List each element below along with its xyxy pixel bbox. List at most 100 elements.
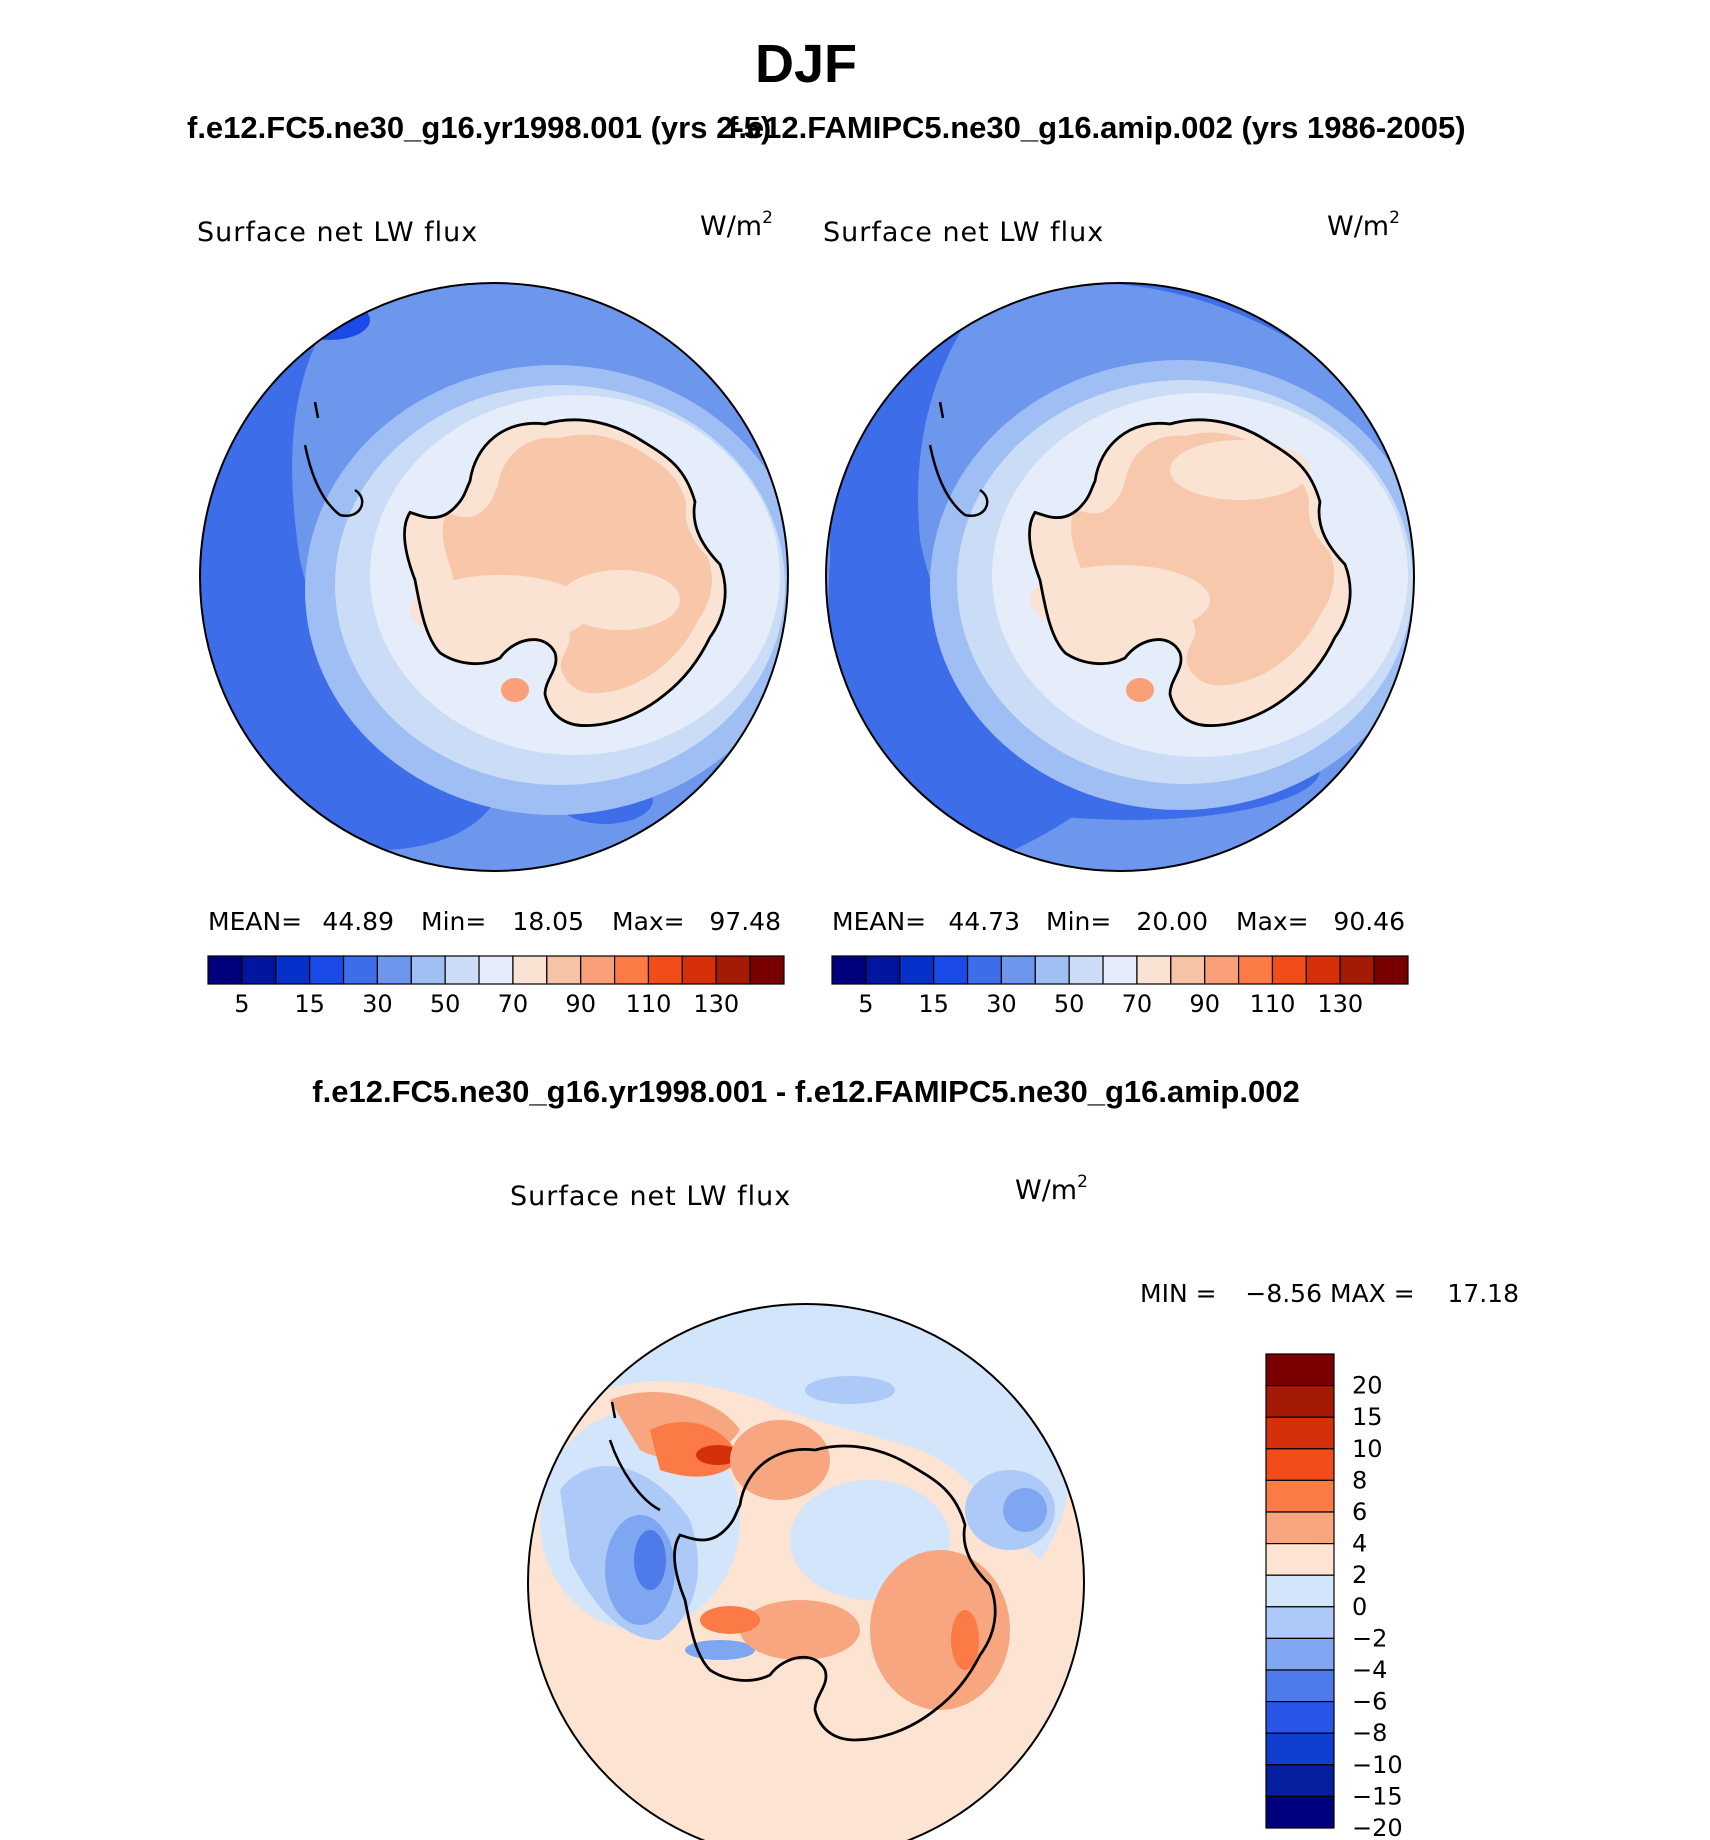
left-min-value: 18.05 — [512, 907, 584, 936]
right-colorbar-box — [1102, 955, 1138, 985]
right-colorbar-box — [1373, 955, 1409, 985]
diff-units-label: W/m2 — [1015, 1172, 1088, 1206]
left-interior-light-patch — [410, 575, 590, 645]
diff-colorbar-tick-label: −4 — [1352, 1656, 1387, 1684]
right-colorbar-labels: 5 15 30 50 70 90 110 130 — [858, 990, 1363, 1018]
right-colorbar-box — [1305, 955, 1341, 985]
left-colorbar — [207, 955, 785, 985]
diff-colorbar-box — [1265, 1353, 1335, 1387]
right-island — [938, 401, 945, 419]
left-colorbar-box — [410, 955, 446, 985]
right-colorbar-tick-label: 50 — [1054, 990, 1085, 1018]
right-colorbar-box — [865, 955, 901, 985]
left-peninsula — [303, 444, 364, 518]
left-colorbar-tick-label: 110 — [626, 990, 672, 1018]
diff-colorbar-box — [1265, 1479, 1335, 1513]
difference-title: f.e12.FC5.ne30_g16.yr1998.001 - f.e12.FA… — [312, 1074, 1299, 1109]
right-ocean-low-region — [828, 290, 1110, 870]
diff-colorbar-box — [1265, 1448, 1335, 1482]
left-colorbar-tick-label: 90 — [565, 990, 596, 1018]
diff-colorbar-box — [1265, 1637, 1335, 1671]
diff-colorbar-box — [1265, 1764, 1335, 1798]
right-colorbar-box — [1204, 955, 1240, 985]
left-max-value: 97.48 — [709, 907, 781, 936]
diff-strong-negative-region — [685, 1640, 755, 1660]
right-interior-light-patch — [1030, 565, 1210, 635]
right-colorbar-box — [899, 955, 935, 985]
left-colorbar-box — [647, 955, 683, 985]
left-colorbar-box — [580, 955, 616, 985]
diff-colorbar-tick-label: 2 — [1352, 1561, 1367, 1589]
left-panel: Surface net LW flux W/m2 — [197, 208, 789, 1018]
diff-colorbar-tick-label: −8 — [1352, 1719, 1387, 1747]
diff-positive-region — [870, 1550, 1010, 1710]
right-mean-label: MEAN= — [832, 907, 926, 936]
left-variable-label: Surface net LW flux — [197, 217, 478, 248]
right-colorbar-box — [1000, 955, 1036, 985]
diff-moderate-negative-region — [805, 1376, 895, 1404]
left-colorbar-box — [207, 955, 243, 985]
right-colorbar-box — [1237, 955, 1274, 985]
left-map-border — [199, 282, 789, 872]
left-mean-label: MEAN= — [208, 907, 302, 936]
right-max-label: Max= — [1236, 907, 1309, 936]
diff-colorbar-tick-label: 10 — [1352, 1435, 1383, 1463]
right-interior-light-patch — [1170, 440, 1310, 500]
diff-colorbar-tick-label: −20 — [1352, 1814, 1403, 1840]
left-colorbar-box — [275, 955, 311, 985]
right-colorbar-tick-label: 70 — [1122, 990, 1153, 1018]
diff-peninsula — [608, 1439, 661, 1512]
diff-colorbar-tick-label: 0 — [1352, 1593, 1367, 1621]
figure-title: DJF — [755, 34, 857, 94]
diff-colorbar — [1265, 1353, 1335, 1829]
left-colorbar-box — [309, 955, 345, 985]
left-colorbar-tick-label: 130 — [693, 990, 739, 1018]
diff-colorbar-box — [1265, 1574, 1335, 1608]
diff-positive-region — [740, 1600, 860, 1660]
diff-colorbar-tick-label: 8 — [1352, 1466, 1367, 1494]
right-polar-map — [826, 283, 1414, 871]
diff-colorbar-tick-label: 15 — [1352, 1403, 1383, 1431]
left-colorbar-tick-label: 70 — [498, 990, 529, 1018]
right-colorbar-box — [933, 955, 969, 985]
left-colorbar-box — [613, 955, 650, 985]
left-colorbar-tick-label: 15 — [294, 990, 325, 1018]
right-colorbar-tick-label: 5 — [858, 990, 873, 1018]
right-stats: MEAN= 44.73 Min= 20.00 Max= 90.46 — [832, 907, 1405, 936]
diff-negative-region — [540, 1304, 1071, 1560]
right-peninsula — [928, 444, 989, 518]
diff-colorbar-box — [1265, 1700, 1335, 1734]
left-colorbar-tick-label: 30 — [362, 990, 393, 1018]
diff-min-value: −8.56 — [1245, 1279, 1322, 1308]
left-colorbar-tick-label: 5 — [234, 990, 249, 1018]
diff-island — [610, 1401, 617, 1419]
right-colorbar-tick-label: 110 — [1250, 990, 1296, 1018]
left-polar-map — [200, 283, 788, 871]
diff-colorbar-tick-label: −15 — [1352, 1782, 1403, 1810]
diff-max-positive-region — [696, 1445, 740, 1465]
right-variable-label: Surface net LW flux — [823, 217, 1104, 248]
diff-colorbar-box — [1265, 1732, 1335, 1766]
left-stats: MEAN= 44.89 Min= 18.05 Max= 97.48 — [208, 907, 781, 936]
right-map-border — [825, 282, 1415, 872]
left-colorbar-labels: 5 15 30 50 70 90 110 130 — [234, 990, 739, 1018]
diff-min-label: MIN = — [1140, 1279, 1217, 1308]
diff-colorbar-tick-label: 4 — [1352, 1530, 1367, 1558]
diff-map-border — [527, 1303, 1085, 1840]
right-colorbar-box — [966, 955, 1003, 985]
diff-positive-region — [700, 1606, 760, 1634]
right-mean-value: 44.73 — [948, 907, 1020, 936]
right-colorbar-box — [1170, 955, 1206, 985]
diff-colorbar-tick-label: −2 — [1352, 1624, 1387, 1652]
right-colorbar — [831, 955, 1409, 985]
diff-colorbar-tick-label: −10 — [1352, 1751, 1403, 1779]
diff-variable-label: Surface net LW flux — [510, 1181, 791, 1212]
left-colorbar-tick-label: 50 — [430, 990, 461, 1018]
right-colorbar-box — [1339, 955, 1375, 985]
left-colorbar-box — [715, 955, 751, 985]
diff-positive-region — [951, 1610, 979, 1670]
right-panel: Surface net LW flux W/m2 — [823, 208, 1415, 1018]
